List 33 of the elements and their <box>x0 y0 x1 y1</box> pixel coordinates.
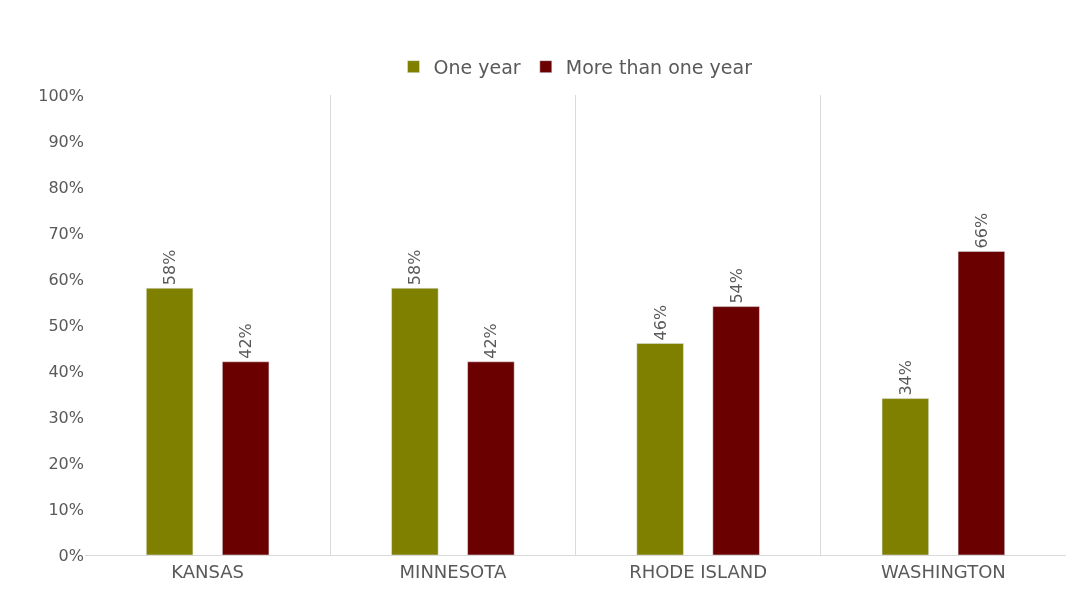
y-tick-label: 20% <box>48 453 84 473</box>
y-tick-label: 70% <box>48 223 84 243</box>
legend-label: One year <box>433 56 521 79</box>
bar <box>957 251 1005 555</box>
data-label: 54% <box>726 268 746 304</box>
y-tick-label: 100% <box>38 85 84 105</box>
legend-label: More than one year <box>565 56 753 79</box>
bar <box>222 361 270 555</box>
bar <box>146 287 194 555</box>
y-tick-label: 40% <box>48 361 84 381</box>
y-tick-label: 50% <box>48 315 84 335</box>
bar <box>467 361 515 555</box>
y-tick-label: 30% <box>48 407 84 427</box>
data-label: 58% <box>160 249 180 286</box>
data-label: 66% <box>971 212 991 249</box>
data-label: 42% <box>481 323 501 359</box>
x-tick-label: WASHINGTON <box>880 560 1006 582</box>
bar <box>712 306 760 555</box>
y-tick-label: 80% <box>48 177 84 197</box>
y-tick-label: 90% <box>48 131 84 151</box>
x-tick-label: RHODE ISLAND <box>629 560 768 582</box>
data-label: 58% <box>405 249 425 286</box>
y-tick-label: 0% <box>58 545 84 565</box>
data-label: 42% <box>236 323 256 359</box>
data-label: 34% <box>895 360 915 396</box>
data-label: 46% <box>650 304 670 341</box>
x-tick-label: MINNESOTA <box>399 560 507 582</box>
bar <box>391 287 439 555</box>
bar <box>881 398 929 555</box>
bar <box>636 343 684 555</box>
x-tick-label: KANSAS <box>171 560 245 582</box>
y-tick-label: 10% <box>48 499 84 519</box>
y-tick-label: 60% <box>48 269 84 289</box>
